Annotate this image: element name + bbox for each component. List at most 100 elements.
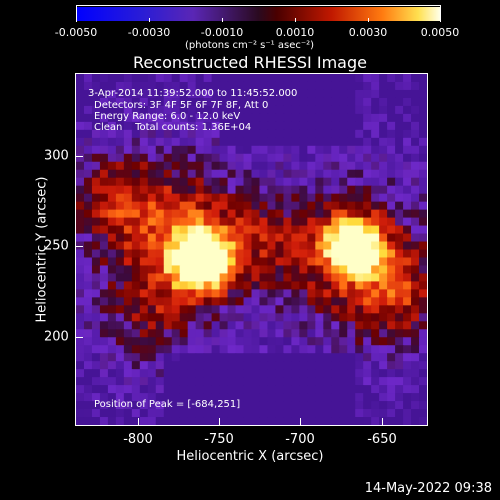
image-pixel: [299, 209, 308, 219]
image-pixel: [355, 409, 364, 418]
image-pixel: [147, 281, 157, 290]
image-pixel: [76, 361, 85, 370]
image-pixel: [115, 137, 125, 147]
image-pixel: [195, 337, 205, 346]
image-pixel: [355, 385, 364, 394]
image-pixel: [267, 401, 277, 410]
image-pixel: [291, 113, 300, 123]
image-pixel: [195, 249, 205, 259]
image-pixel: [179, 185, 189, 195]
image-pixel: [347, 121, 356, 131]
image-pixel: [363, 369, 372, 378]
image-pixel: [179, 377, 189, 386]
image-pixel: [139, 145, 149, 155]
image-pixel: [179, 401, 189, 410]
image-pixel: [76, 153, 85, 163]
image-pixel: [76, 353, 85, 362]
image-pixel: [379, 281, 388, 290]
image-pixel: [147, 177, 157, 187]
image-pixel: [131, 113, 141, 123]
image-pixel: [307, 337, 316, 346]
image-pixel: [131, 265, 141, 275]
image-pixel: [339, 185, 348, 195]
image-pixel: [419, 257, 427, 267]
image-pixel: [371, 353, 380, 362]
image-pixel: [83, 385, 93, 394]
image-pixel: [211, 177, 221, 187]
image-pixel: [267, 161, 277, 171]
image-pixel: [419, 329, 427, 338]
image-pixel: [203, 417, 213, 425]
image-pixel: [235, 337, 245, 346]
image-pixel: [131, 145, 141, 155]
image-pixel: [371, 153, 380, 163]
image-pixel: [251, 137, 261, 147]
image-pixel: [347, 289, 356, 298]
image-pixel: [115, 409, 125, 418]
image-pixel: [235, 401, 245, 410]
image-pixel: [171, 329, 181, 338]
image-pixel: [115, 385, 125, 394]
image-pixel: [163, 201, 173, 211]
image-pixel: [91, 105, 101, 115]
image-pixel: [355, 137, 364, 147]
image-pixel: [155, 177, 165, 187]
image-pixel: [323, 337, 332, 346]
image-pixel: [243, 201, 253, 211]
image-pixel: [283, 129, 292, 139]
image-pixel: [259, 201, 269, 211]
image-pixel: [219, 305, 229, 314]
image-pixel: [403, 345, 412, 354]
image-pixel: [195, 217, 205, 227]
image-pixel: [203, 409, 213, 418]
image-pixel: [307, 74, 316, 83]
image-pixel: [235, 193, 245, 203]
image-pixel: [76, 201, 85, 211]
image-pixel: [363, 217, 372, 227]
image-pixel: [83, 249, 93, 259]
image-pixel: [307, 281, 316, 290]
image-pixel: [307, 417, 316, 425]
image-pixel: [99, 201, 109, 211]
image-pixel: [387, 185, 396, 195]
image-pixel: [83, 145, 93, 155]
image-pixel: [323, 393, 332, 402]
image-pixel: [171, 153, 181, 163]
image-pixel: [99, 313, 109, 322]
image-pixel: [115, 417, 125, 425]
image-pixel: [395, 409, 404, 418]
image-pixel: [147, 113, 157, 123]
image-pixel: [147, 409, 157, 418]
clean-info: Clean Total counts: 1.36E+04: [94, 122, 252, 133]
image-pixel: [355, 297, 364, 306]
image-pixel: [211, 137, 221, 147]
image-pixel: [227, 217, 237, 227]
image-pixel: [387, 89, 396, 99]
image-pixel: [395, 377, 404, 386]
image-pixel: [163, 289, 173, 298]
image-pixel: [411, 81, 420, 91]
image-pixel: [139, 113, 149, 123]
image-pixel: [395, 145, 404, 155]
image-pixel: [203, 393, 213, 402]
image-pixel: [403, 129, 412, 139]
image-pixel: [203, 281, 213, 290]
image-pixel: [251, 105, 261, 115]
image-pixel: [179, 113, 189, 123]
image-pixel: [419, 353, 427, 362]
image-pixel: [251, 225, 261, 235]
image-pixel: [99, 249, 109, 259]
image-pixel: [171, 337, 181, 346]
image-pixel: [347, 233, 356, 243]
image-pixel: [339, 305, 348, 314]
image-pixel: [243, 105, 253, 115]
image-pixel: [83, 169, 93, 179]
image-pixel: [267, 393, 277, 402]
image-pixel: [355, 337, 364, 346]
image-pixel: [291, 137, 300, 147]
image-pixel: [371, 393, 380, 402]
image-pixel: [299, 409, 308, 418]
image-pixel: [339, 361, 348, 370]
image-pixel: [139, 81, 149, 91]
image-pixel: [355, 265, 364, 275]
